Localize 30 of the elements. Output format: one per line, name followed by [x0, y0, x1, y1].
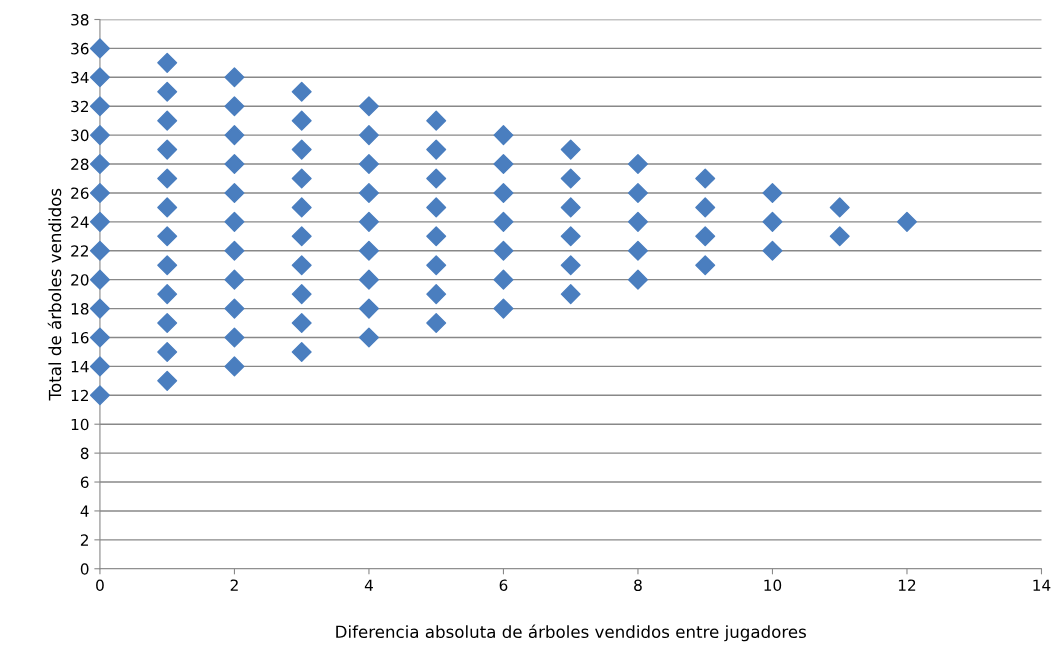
y-tick-label: 16 [71, 331, 89, 344]
x-axis-title: Diferencia absoluta de árboles vendidos entre jugadores [336, 624, 806, 642]
y-tick-label: 0 [80, 563, 89, 575]
y-tick-label: 30 [71, 129, 89, 142]
y-tick-label: 36 [71, 42, 89, 55]
y-tick-label: 6 [80, 476, 89, 489]
y-tick-label: 32 [71, 100, 88, 113]
x-tick-label: 12 [898, 579, 916, 591]
y-tick-label: 10 [71, 418, 89, 431]
x-tick-label: 14 [1033, 579, 1051, 591]
y-axis-title: Total de árboles vendidos [47, 188, 62, 401]
x-tick-label: 10 [764, 579, 782, 591]
y-tick-label: 26 [71, 187, 89, 199]
y-tick-label: 4 [80, 505, 89, 517]
x-tick-label: 6 [499, 579, 508, 591]
y-tick-label: 2 [80, 534, 88, 546]
y-tick-label: 14 [71, 361, 89, 373]
y-tick-label: 28 [71, 158, 89, 171]
y-tick-label: 24 [71, 216, 89, 228]
y-tick-label: 18 [71, 303, 89, 315]
x-tick-label: 8 [634, 579, 642, 591]
y-tick-label: 38 [71, 13, 89, 26]
x-tick-label: 4 [364, 579, 373, 591]
y-tick-label: 20 [71, 274, 89, 286]
y-tick-label: 22 [71, 245, 88, 257]
x-tick-label: 0 [96, 579, 104, 591]
y-tick-label: 8 [80, 447, 89, 460]
y-tick-label: 12 [71, 389, 88, 402]
y-tick-label: 34 [71, 71, 89, 84]
x-tick-label: 2 [230, 579, 238, 591]
